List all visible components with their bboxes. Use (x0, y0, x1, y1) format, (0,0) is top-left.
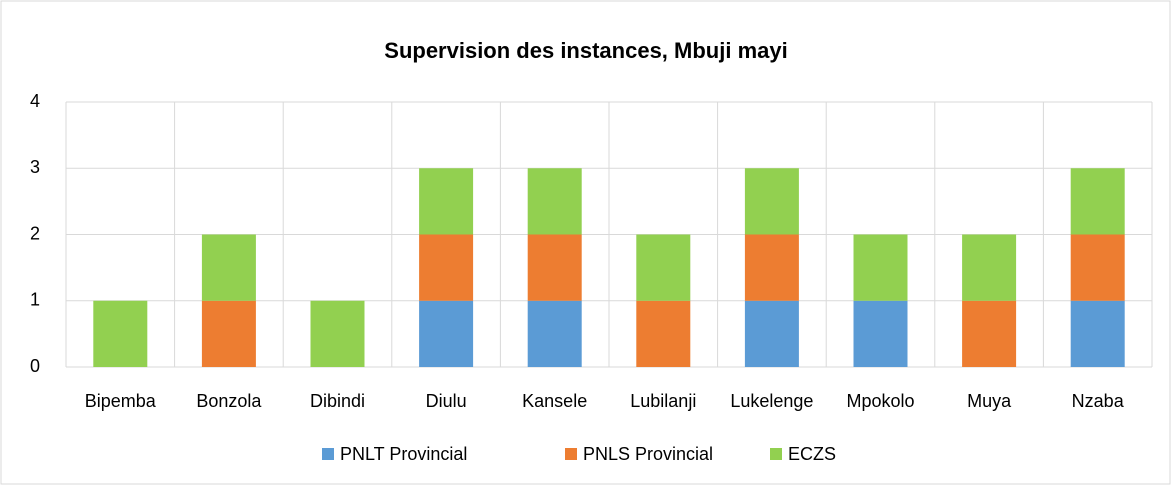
bar-segment (419, 300, 474, 367)
bar-segment (201, 234, 256, 301)
chart-title: Supervision des instances, Mbuji mayi (384, 38, 787, 63)
y-tick-label: 0 (30, 356, 40, 376)
bar-segment (853, 300, 908, 367)
bar-segment (962, 300, 1017, 367)
bar-segment (744, 168, 799, 235)
bar-segment (853, 234, 908, 301)
bar-segment (419, 168, 474, 235)
bar-segment (93, 300, 148, 367)
x-tick-label: Lukelenge (730, 391, 813, 411)
bar-segment (527, 300, 582, 367)
bar-segment (201, 300, 256, 367)
legend-label: PNLT Provincial (340, 444, 467, 464)
bar-segment (636, 300, 691, 367)
x-tick-label: Nzaba (1072, 391, 1125, 411)
legend-swatch (565, 448, 577, 460)
y-tick-label: 2 (30, 223, 40, 243)
y-tick-label: 3 (30, 157, 40, 177)
legend-swatch (770, 448, 782, 460)
bar-segment (744, 234, 799, 301)
bar-segment (419, 234, 474, 301)
x-tick-label: Diulu (426, 391, 467, 411)
bar-segment (527, 234, 582, 301)
bar-segment (1070, 300, 1125, 367)
x-tick-label: Muya (967, 391, 1012, 411)
bar-segment (1070, 234, 1125, 301)
bar-segment (527, 168, 582, 235)
bar-segment (310, 300, 365, 367)
bar-segment (744, 300, 799, 367)
x-tick-label: Mpokolo (846, 391, 914, 411)
bar-segment (636, 234, 691, 301)
x-tick-label: Kansele (522, 391, 587, 411)
bar-segment (1070, 168, 1125, 235)
x-tick-label: Lubilanji (630, 391, 696, 411)
x-tick-label: Bipemba (85, 391, 157, 411)
legend-swatch (322, 448, 334, 460)
x-tick-label: Dibindi (310, 391, 365, 411)
bar-segment (962, 234, 1017, 301)
x-tick-label: Bonzola (196, 391, 262, 411)
y-tick-label: 4 (30, 91, 40, 111)
legend-label: ECZS (788, 444, 836, 464)
legend-label: PNLS Provincial (583, 444, 713, 464)
y-tick-label: 1 (30, 290, 40, 310)
